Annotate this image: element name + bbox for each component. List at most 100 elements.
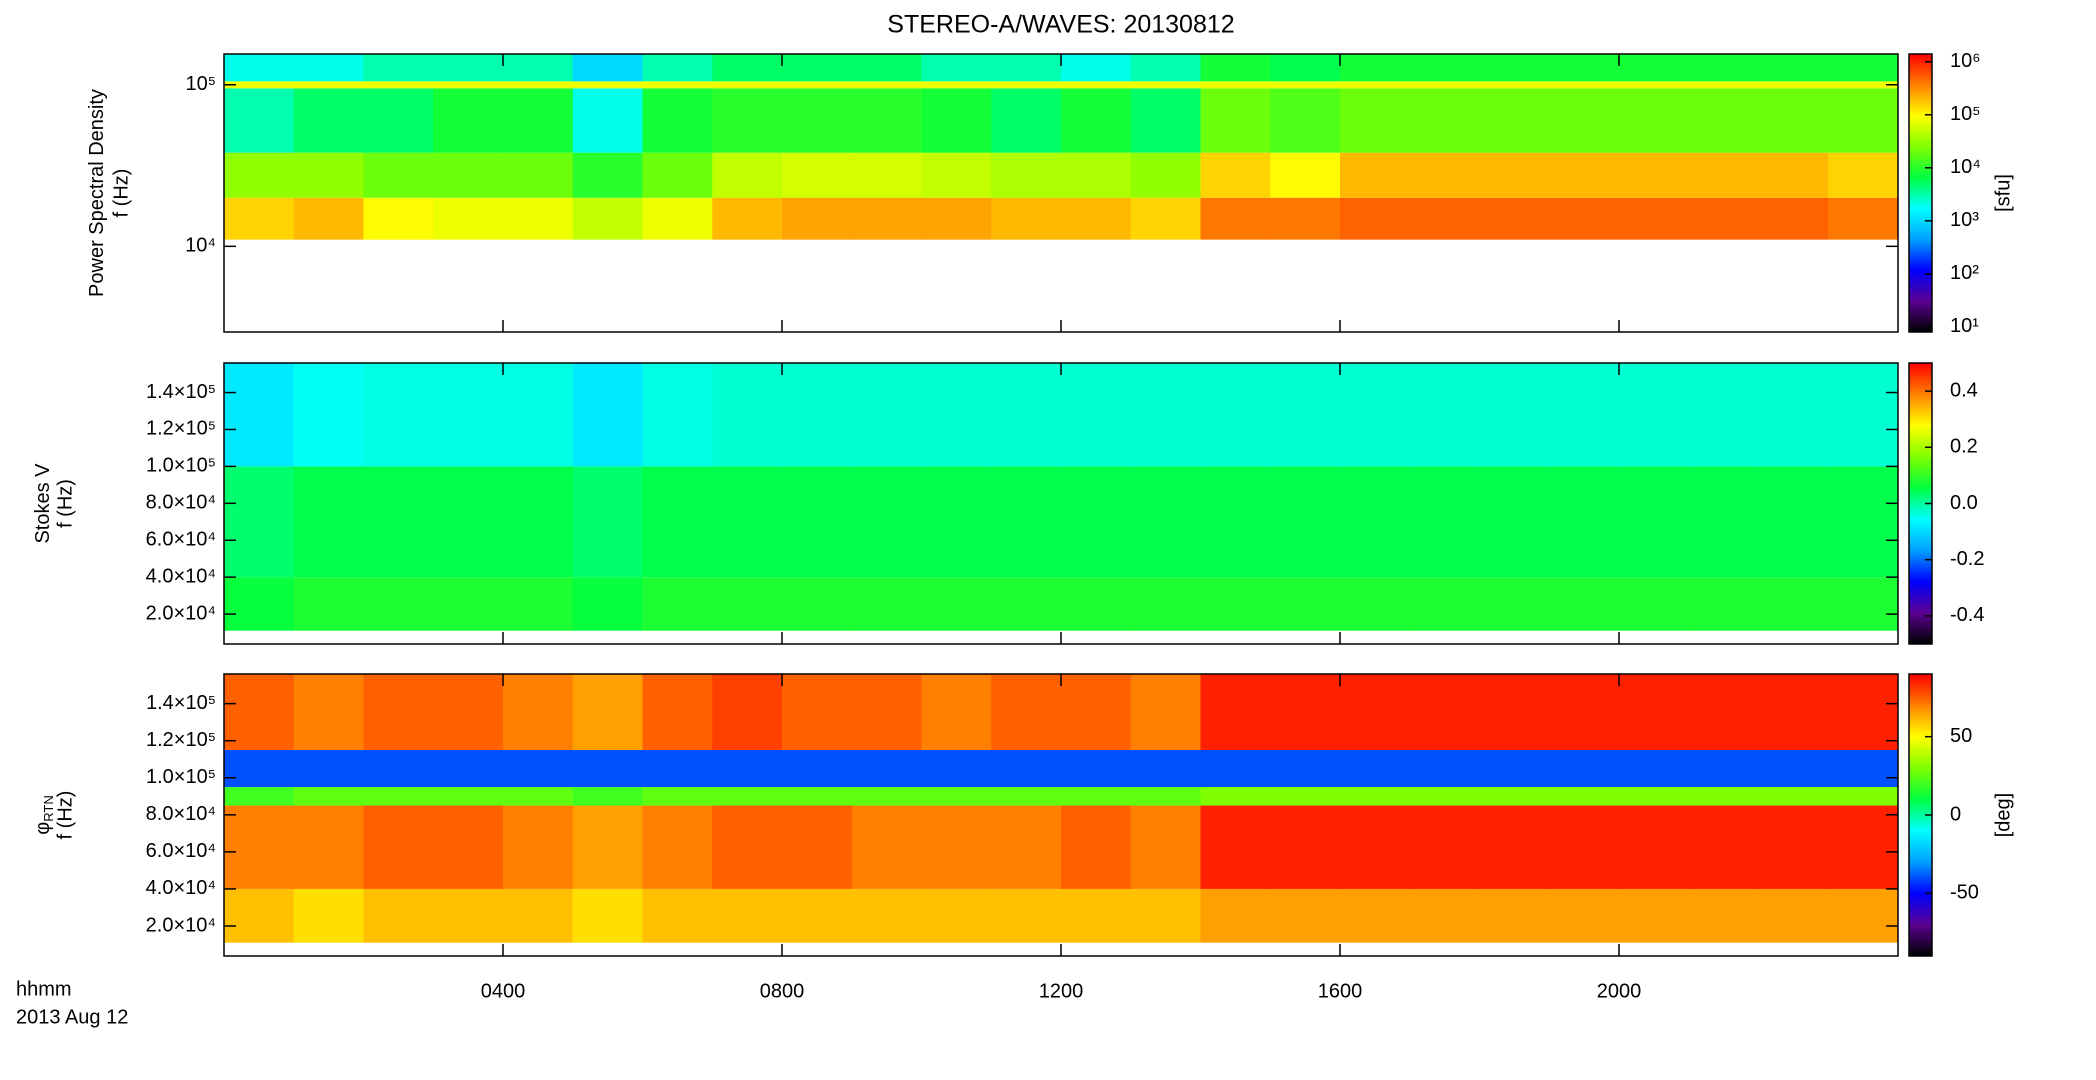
heatmap-cell xyxy=(1828,88,1899,153)
heatmap-cell xyxy=(1688,54,1759,82)
y-axis-label: φRTN xyxy=(32,795,56,834)
colorbar-tick-label: 10⁶ xyxy=(1950,50,1980,72)
heatmap-cell xyxy=(1828,888,1899,943)
heatmap-cell xyxy=(433,674,504,750)
heatmap-cell xyxy=(433,466,504,578)
heatmap-cell xyxy=(782,805,853,889)
heatmap-cell xyxy=(1409,577,1480,631)
colorbar-unit: [sfu] xyxy=(1992,174,2014,212)
y-axis-label-sub: RTN xyxy=(41,795,56,821)
heatmap-cell xyxy=(293,577,364,631)
heatmap-cell xyxy=(851,88,922,153)
heatmap-cell xyxy=(1479,787,1550,806)
heatmap-cell xyxy=(921,674,992,750)
heatmap-cell xyxy=(224,197,295,240)
y-axis-label-freq: f (Hz) xyxy=(54,479,76,528)
heatmap-cell xyxy=(1130,197,1201,240)
heatmap-cell xyxy=(1200,54,1271,82)
heatmap-cell xyxy=(1200,363,1271,467)
y-axis-label-freq: f (Hz) xyxy=(54,791,76,840)
heatmap-cell xyxy=(642,674,713,750)
heatmap-cell xyxy=(1758,466,1829,578)
heatmap-cell xyxy=(1340,81,1411,89)
heatmap-cell xyxy=(642,466,713,578)
heatmap-cell xyxy=(1061,805,1132,889)
heatmap-cell xyxy=(851,54,922,82)
colorbar xyxy=(1908,53,1933,333)
heatmap-cell xyxy=(921,363,992,467)
heatmap-cell xyxy=(503,363,574,467)
heatmap-cell xyxy=(1270,888,1341,943)
heatmap-cell xyxy=(991,81,1062,89)
y-tick-label: 4.0×10⁴ xyxy=(146,565,216,587)
heatmap-cell xyxy=(1061,54,1132,82)
heatmap-cell xyxy=(1549,81,1620,89)
heatmap-cell xyxy=(572,674,643,750)
heatmap-cell xyxy=(224,54,295,82)
y-tick-label: 10⁴ xyxy=(185,235,216,257)
heatmap-cell xyxy=(1200,749,1271,788)
heatmap-cell xyxy=(1200,674,1271,750)
heatmap-cell xyxy=(1619,363,1690,467)
x-tick-label: 2000 xyxy=(1597,980,1642,1002)
y-tick-label: 1.4×10⁵ xyxy=(146,381,216,403)
heatmap-cell xyxy=(363,805,434,889)
heatmap-cell xyxy=(433,787,504,806)
y-tick-label: 1.4×10⁵ xyxy=(146,692,216,714)
heatmap-cell xyxy=(293,88,364,153)
y-axis-label-main: Power Spectral Density xyxy=(86,89,108,297)
heatmap-cell xyxy=(921,466,992,578)
heatmap-cell xyxy=(1270,577,1341,631)
heatmap-cell xyxy=(1549,888,1620,943)
heatmap-cell xyxy=(782,197,853,240)
heatmap-cell xyxy=(1619,749,1690,788)
heatmap-cell xyxy=(991,197,1062,240)
heatmap-cell xyxy=(1688,88,1759,153)
heatmap-cell xyxy=(1758,54,1829,82)
heatmap-cell xyxy=(1270,749,1341,788)
heatmap-cell xyxy=(1549,749,1620,788)
heatmap-cell xyxy=(782,54,853,82)
heatmap-cell xyxy=(1619,81,1690,89)
heatmap-cell xyxy=(782,88,853,153)
heatmap-cell xyxy=(1130,88,1201,153)
heatmap-cell xyxy=(921,197,992,240)
heatmap-cell xyxy=(224,88,295,153)
heatmap-cell xyxy=(1688,674,1759,750)
heatmap-cell xyxy=(991,54,1062,82)
heatmap-cell xyxy=(224,363,295,467)
y-tick-label: 2.0×10⁴ xyxy=(146,602,216,624)
y-tick-label: 1.2×10⁵ xyxy=(146,729,216,751)
heatmap-cell xyxy=(1619,152,1690,198)
heatmap-cell xyxy=(1061,466,1132,578)
heatmap-cell xyxy=(1061,152,1132,198)
heatmap-cell xyxy=(433,54,504,82)
heatmap-cell xyxy=(1479,152,1550,198)
y-tick-label: 4.0×10⁴ xyxy=(146,877,216,899)
y-tick-label: 2.0×10⁴ xyxy=(146,914,216,936)
heatmap-cell xyxy=(572,197,643,240)
colorbar-tick-label: 0.4 xyxy=(1950,379,1978,401)
heatmap-cell xyxy=(851,363,922,467)
heatmap-cell xyxy=(1758,888,1829,943)
heatmap-cell xyxy=(572,466,643,578)
heatmap-cell xyxy=(991,787,1062,806)
heatmap-cell xyxy=(1061,749,1132,788)
heatmap-cell xyxy=(1479,54,1550,82)
colorbar-tick-label: 10⁵ xyxy=(1950,103,1981,125)
heatmap-cell xyxy=(363,787,434,806)
heatmap-cell xyxy=(712,674,783,750)
heatmap-cell xyxy=(1758,749,1829,788)
heatmap-cell xyxy=(363,577,434,631)
heatmap-cell xyxy=(851,888,922,943)
heatmap-cell xyxy=(1130,81,1201,89)
heatmap-cell xyxy=(293,466,364,578)
heatmap-cell xyxy=(503,787,574,806)
heatmap-cell xyxy=(1828,152,1899,198)
heatmap-cell xyxy=(1688,363,1759,467)
heatmap-cell xyxy=(991,152,1062,198)
heatmap-cell xyxy=(1688,466,1759,578)
heatmap-cell xyxy=(1130,466,1201,578)
heatmap-cell xyxy=(1619,805,1690,889)
heatmap-cell xyxy=(1828,674,1899,750)
